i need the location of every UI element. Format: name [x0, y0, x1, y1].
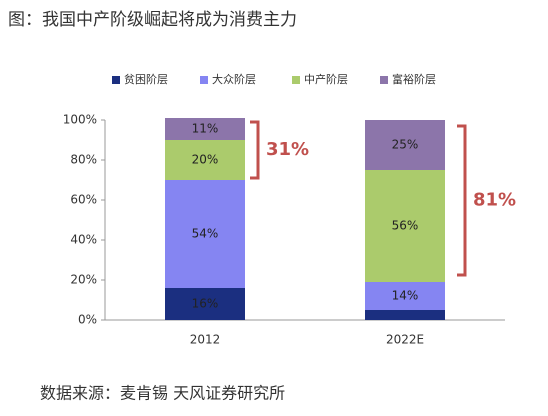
data-label: 56%	[392, 219, 419, 233]
y-tick-label: 0%	[78, 313, 97, 327]
x-tick-label: 2022E	[386, 333, 424, 347]
legend-swatch	[112, 76, 120, 84]
y-tick-label: 100%	[63, 113, 97, 127]
data-label: 14%	[392, 289, 419, 303]
chart-title: 图：我国中产阶级崛起将成为消费主力	[8, 10, 297, 30]
legend-label: 贫困阶层	[124, 72, 168, 86]
annotation: 31%	[266, 139, 309, 160]
legend-label: 富裕阶层	[392, 72, 436, 86]
annotation: 81%	[473, 190, 516, 211]
bar-segment	[365, 310, 445, 320]
data-label: 25%	[392, 138, 419, 152]
legend-swatch	[292, 76, 300, 84]
y-tick-label: 60%	[70, 193, 97, 207]
bar-segment	[165, 118, 245, 140]
legend-swatch	[380, 76, 388, 84]
data-label: 54%	[192, 227, 219, 241]
bar-segment	[365, 282, 445, 310]
data-label: 16%	[192, 297, 219, 311]
legend-label: 中产阶层	[304, 72, 348, 86]
y-tick-label: 40%	[70, 233, 97, 247]
data-label: 11%	[192, 122, 219, 136]
y-tick-label: 20%	[70, 273, 97, 287]
legend-swatch	[200, 76, 208, 84]
bar-segment	[165, 288, 245, 320]
bar-segment	[165, 180, 245, 288]
legend-label: 大众阶层	[212, 72, 256, 86]
bar-segment	[365, 170, 445, 282]
y-tick-label: 80%	[70, 153, 97, 167]
bar-segment	[165, 140, 245, 180]
bracket	[457, 124, 467, 277]
bar-segment	[365, 120, 445, 170]
source-note: 数据来源：麦肯锡 天风证券研究所	[40, 384, 285, 403]
x-tick-label: 2012	[190, 333, 221, 347]
bracket	[250, 120, 260, 180]
data-label: 20%	[192, 153, 219, 167]
